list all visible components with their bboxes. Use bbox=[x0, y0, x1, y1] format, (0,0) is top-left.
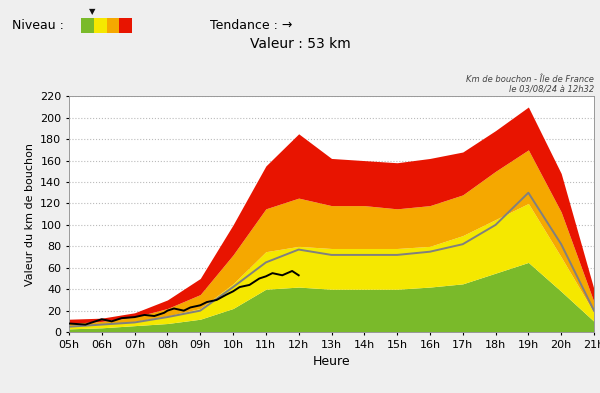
Text: ▼: ▼ bbox=[89, 7, 95, 17]
Text: Valeur : 53 km: Valeur : 53 km bbox=[250, 37, 350, 51]
Text: Km de bouchon - Île de France
le 03/08/24 à 12h32: Km de bouchon - Île de France le 03/08/2… bbox=[466, 75, 594, 94]
Y-axis label: Valeur du km de bouchon: Valeur du km de bouchon bbox=[25, 143, 35, 286]
Text: Tendance : →: Tendance : → bbox=[210, 19, 292, 32]
X-axis label: Heure: Heure bbox=[313, 355, 350, 368]
Text: Niveau :: Niveau : bbox=[12, 19, 64, 32]
